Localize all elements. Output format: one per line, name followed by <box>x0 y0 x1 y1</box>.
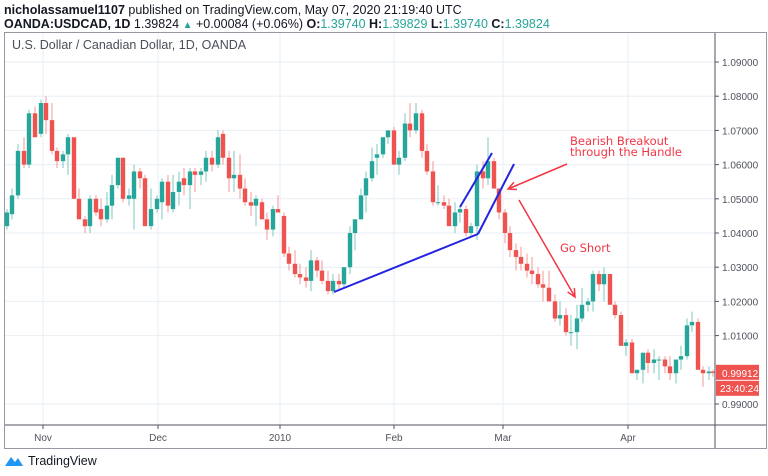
author-name[interactable]: nicholassamuel1107 <box>4 3 125 17</box>
price-change: +0.00084 (+0.06%) <box>195 17 303 31</box>
last-price: 1.39824 <box>133 17 180 31</box>
open-value: 1.39740 <box>320 17 366 31</box>
annotation-text[interactable]: through the Handle <box>570 145 682 159</box>
countdown-text: 23:40:24 <box>720 384 759 395</box>
symbol: OANDA:USDCAD, 1D <box>4 17 131 31</box>
price-tick-label: 1.07000 <box>722 126 759 137</box>
open-label: O: <box>306 17 321 31</box>
arrow[interactable] <box>507 163 568 190</box>
low-label: L: <box>430 17 443 31</box>
time-tick-label: 2010 <box>269 433 292 444</box>
arrow-head-icon <box>567 287 576 299</box>
symbol-info: OANDA:USDCAD, 1D 1.39824 ▲ +0.00084 (+0.… <box>4 17 550 31</box>
time-tick-label: Nov <box>34 433 52 444</box>
published-text: published on TradingView.com, May 07, 20… <box>124 3 462 17</box>
chart-title: U.S. Dollar / Canadian Dollar, 1D, OANDA <box>12 38 247 52</box>
high-label: H: <box>369 17 383 31</box>
close-label: C: <box>491 17 505 31</box>
time-tick-label: Dec <box>149 433 167 444</box>
time-tick-label: Feb <box>385 433 403 444</box>
countdown-badge <box>716 380 759 396</box>
current-price-text: 0.99912 <box>722 369 759 380</box>
time-tick-label: Apr <box>620 433 636 444</box>
publish-info: nicholassamuel1107 published on TradingV… <box>4 3 462 17</box>
trendline[interactable] <box>477 163 515 235</box>
time-tick-label: Mar <box>494 433 512 444</box>
trendline[interactable] <box>459 152 493 208</box>
price-tick-label: 1.03000 <box>722 263 759 274</box>
price-tick-label: 0.99000 <box>722 400 759 411</box>
price-tick-label: 1.04000 <box>722 229 759 240</box>
arrow[interactable] <box>518 199 576 298</box>
annotation-text[interactable]: Bearish Breakout <box>570 134 669 148</box>
price-tick-label: 1.05000 <box>722 195 759 206</box>
brand-text: TradingView <box>28 454 97 468</box>
price-tick-label: 1.01000 <box>722 332 759 343</box>
price-tick-label: 1.02000 <box>722 297 759 308</box>
annotation-text[interactable]: Go Short <box>560 241 611 255</box>
arrow-head-icon <box>506 181 518 191</box>
trendline[interactable] <box>333 233 479 293</box>
price-tick-label: 1.09000 <box>722 58 759 69</box>
candles <box>4 96 716 387</box>
up-triangle-icon: ▲ <box>182 20 193 31</box>
low-value: 1.39740 <box>442 17 488 31</box>
high-value: 1.39829 <box>382 17 428 31</box>
current-price-badge <box>716 364 759 380</box>
tradingview-brand[interactable]: TradingView <box>4 454 97 468</box>
tradingview-logo-icon <box>5 457 23 466</box>
price-tick-label: 1.08000 <box>722 92 759 103</box>
chart-frame <box>4 32 767 449</box>
close-value: 1.39824 <box>504 17 550 31</box>
price-tick-label: 1.06000 <box>722 161 759 172</box>
